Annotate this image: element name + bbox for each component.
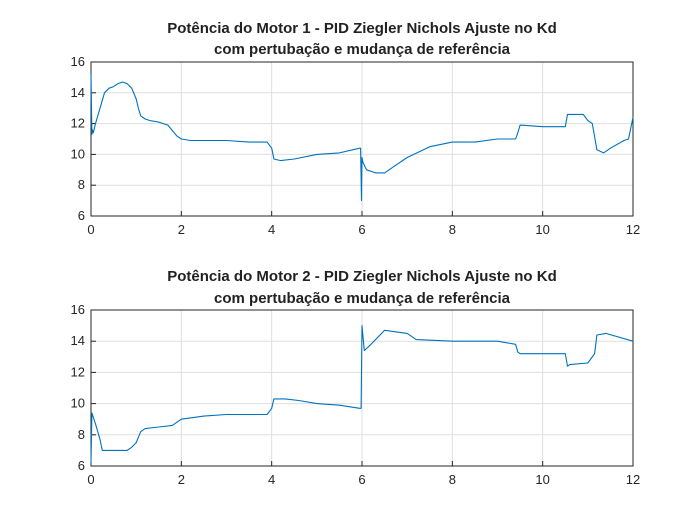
series-line	[90, 325, 634, 463]
chart-title-line-1: Potência do Motor 2 - PID Ziegler Nichol…	[167, 268, 556, 285]
y-tick-label: 10	[71, 396, 85, 411]
x-tick-label: 8	[449, 472, 456, 487]
x-tick-label: 0	[87, 472, 94, 487]
x-tick-label: 6	[358, 472, 365, 487]
y-tick-label: 16	[71, 54, 85, 69]
y-tick-label: 6	[78, 208, 85, 223]
x-tick-label: 2	[178, 222, 185, 237]
x-tick-label: 10	[535, 472, 549, 487]
plot-frame	[90, 61, 634, 217]
x-tick-label: 10	[535, 222, 549, 237]
chart-title-line-1: Potência do Motor 1 - PID Ziegler Nichol…	[167, 20, 556, 37]
x-tick-label: 12	[626, 222, 640, 237]
y-tick-label: 12	[71, 364, 85, 379]
y-tick-label: 8	[78, 177, 85, 192]
x-tick-label: 6	[358, 222, 365, 237]
chart-title-line-2: com pertubação e mudança de referência	[214, 290, 511, 307]
y-tick-label: 6	[78, 458, 85, 473]
plot-frame	[90, 309, 634, 467]
chart-title-line-2: com pertubação e mudança de referência	[214, 41, 511, 58]
series-line	[90, 74, 634, 202]
y-tick-label: 8	[78, 427, 85, 442]
x-tick-label: 4	[268, 472, 275, 487]
y-tick-label: 14	[71, 85, 85, 100]
x-tick-label: 2	[178, 472, 185, 487]
x-tick-label: 4	[268, 222, 275, 237]
chart-panel-motor-2: Potência do Motor 2 - PID Ziegler Nichol…	[71, 268, 641, 487]
y-tick-label: 10	[71, 146, 85, 161]
y-tick-label: 14	[71, 333, 85, 348]
x-tick-label: 8	[449, 222, 456, 237]
x-tick-label: 12	[626, 472, 640, 487]
y-tick-label: 12	[71, 116, 85, 131]
x-tick-label: 0	[87, 222, 94, 237]
chart-panel-motor-1: Potência do Motor 1 - PID Ziegler Nichol…	[71, 20, 641, 237]
y-tick-label: 16	[71, 302, 85, 317]
